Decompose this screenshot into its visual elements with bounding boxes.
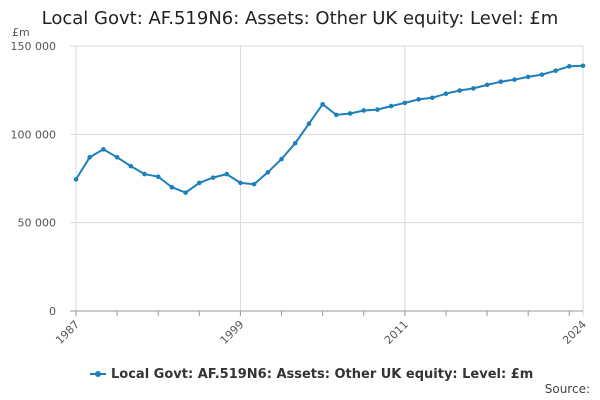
gridlines xyxy=(70,45,584,316)
data-point xyxy=(375,107,380,112)
data-point xyxy=(443,91,449,96)
legend-swatch-icon xyxy=(90,368,106,380)
data-point xyxy=(525,74,531,80)
y-axis: 0 50 000 100 000 150 000 xyxy=(11,40,57,318)
y-tick-label: 50 000 xyxy=(18,217,57,230)
data-point xyxy=(553,68,558,74)
data-point xyxy=(142,171,147,177)
data-point xyxy=(210,175,216,180)
data-point xyxy=(128,163,134,169)
data-point xyxy=(334,112,339,118)
data-point xyxy=(73,177,79,182)
data-point xyxy=(580,63,586,69)
data-point xyxy=(279,156,284,162)
data-point xyxy=(224,171,230,177)
data-series xyxy=(73,63,586,195)
data-point xyxy=(87,155,93,160)
data-point xyxy=(183,190,188,195)
series-line xyxy=(75,64,584,194)
y-tick-label: 0 xyxy=(49,305,56,318)
data-point xyxy=(114,155,120,160)
data-point xyxy=(320,102,325,107)
data-point xyxy=(457,88,462,93)
data-point xyxy=(101,147,106,152)
source-label: Source: xyxy=(544,382,590,396)
y-tick-label: 150 000 xyxy=(11,40,57,53)
data-point xyxy=(238,180,243,186)
data-point xyxy=(471,86,476,91)
data-point xyxy=(416,97,421,102)
x-tick-label: 1987 xyxy=(53,318,82,347)
data-point xyxy=(347,111,353,116)
data-point xyxy=(402,100,408,106)
chart-title: Local Govt: AF.519N6: Assets: Other UK e… xyxy=(41,8,559,29)
data-point xyxy=(566,64,572,69)
x-tick-label: 2024 xyxy=(560,318,589,347)
data-point xyxy=(498,79,504,84)
data-point xyxy=(155,174,161,180)
data-point xyxy=(292,140,298,146)
y-axis-unit-label: £m xyxy=(12,26,30,39)
data-point xyxy=(388,103,394,109)
data-point xyxy=(512,77,517,82)
data-point xyxy=(265,170,271,175)
data-point xyxy=(251,181,257,187)
data-point xyxy=(539,72,545,77)
chart-legend[interactable]: Local Govt: AF.519N6: Assets: Other UK e… xyxy=(90,366,533,382)
legend-label: Local Govt: AF.519N6: Assets: Other UK e… xyxy=(111,366,534,382)
data-point xyxy=(197,180,202,186)
y-tick-label: 100 000 xyxy=(11,128,57,141)
data-point xyxy=(484,82,490,88)
data-point xyxy=(306,121,312,127)
x-tick-label: 1999 xyxy=(218,318,247,347)
x-axis: 1987 1999 2011 2024 xyxy=(53,310,589,347)
data-point xyxy=(361,108,367,113)
data-point xyxy=(429,95,435,101)
data-point xyxy=(169,185,175,190)
x-tick-label: 2011 xyxy=(382,318,411,347)
